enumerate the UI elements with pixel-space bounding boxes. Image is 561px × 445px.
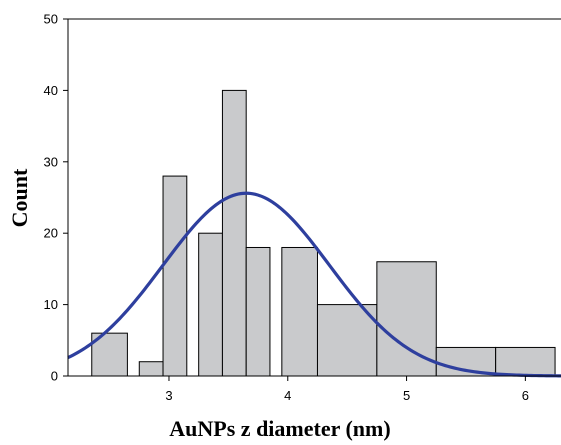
histogram-bar-4	[221, 89, 247, 377]
y-tick-label: 50	[44, 12, 58, 27]
x-tick-label: 3	[165, 388, 172, 403]
histogram-bar-6	[281, 246, 318, 377]
y-tick-label: 30	[44, 154, 58, 169]
histogram-bar-2	[162, 175, 188, 377]
y-tick-label: 10	[44, 297, 58, 312]
histogram-bar-5	[245, 246, 271, 377]
x-tick-label: 4	[284, 388, 291, 403]
x-tick-label: 6	[522, 388, 529, 403]
y-axis-title: Count	[7, 168, 32, 227]
histogram-bar-1	[138, 361, 164, 377]
histogram-bars	[91, 89, 556, 377]
histogram-bar-7	[316, 304, 378, 377]
normal-fit-curve	[67, 191, 561, 378]
histogram-bar-10	[495, 346, 556, 377]
y-tick-label: 20	[44, 226, 58, 241]
x-axis-title: AuNPs z diameter (nm)	[169, 416, 390, 441]
axes	[63, 18, 561, 381]
y-tick-label: 0	[51, 369, 58, 384]
y-tick-label: 40	[44, 83, 58, 98]
histogram-bar-3	[198, 232, 223, 377]
x-tick-label: 5	[403, 388, 410, 403]
tick-labels: 0 10 20 30 40 50 3 4 5 6	[44, 12, 529, 404]
